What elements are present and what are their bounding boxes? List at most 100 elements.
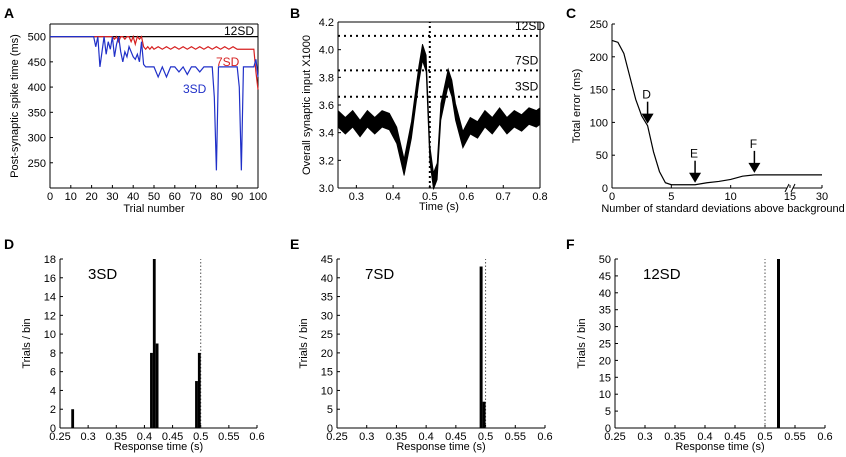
panel-c-axis-break — [784, 183, 790, 193]
panel-letter-a: A — [4, 5, 14, 21]
panel-e-ytick-label: 10 — [321, 385, 333, 397]
panel-b-xtick-label: 0.8 — [532, 191, 547, 203]
panel-a-xtick-label: 20 — [85, 191, 97, 203]
panel-letter-f: F — [566, 236, 575, 252]
panel-e-title: 7SD — [365, 266, 394, 283]
panel-f-xtick-label: 0.55 — [784, 431, 805, 443]
panel-f-bar — [777, 259, 780, 428]
panel-e-ytick-label: 15 — [321, 367, 333, 379]
panel-f-ytick-label: 50 — [599, 254, 611, 266]
panel-e-xtick-label: 0.25 — [326, 431, 347, 443]
panel-f-ytick-label: 25 — [599, 339, 611, 351]
panel-b-threshold-label-7sd: 7SD — [515, 53, 539, 67]
panel-a-series-3sd — [50, 36, 259, 171]
panel-d-bar — [155, 343, 159, 428]
panel-c-arrowhead-e — [689, 172, 702, 183]
panel-c-axis-break — [790, 183, 796, 193]
panel-c-arrow-label-f: F — [750, 137, 757, 151]
panel-c-arrowhead-f — [748, 162, 761, 173]
panel-b-xtick-label: 0.4 — [385, 191, 400, 203]
panel-d-title: 3SD — [88, 266, 117, 283]
panel-b-xlabel: Time (s) — [419, 201, 459, 213]
panel-d-ytick-label: 6 — [50, 367, 56, 379]
panel-d-xtick-label: 0.3 — [80, 431, 95, 443]
panel-e-ytick-label: 5 — [327, 404, 333, 416]
panel-d-bar — [197, 352, 201, 428]
panel-a-xtick-label: 80 — [210, 191, 222, 203]
panel-e-ytick-label: 40 — [321, 273, 333, 285]
panel-a-xtick-label: 40 — [127, 191, 139, 203]
panel-a-label-12sd: 12SD — [224, 24, 254, 38]
panel-f-ytick-label: 20 — [599, 355, 611, 367]
panel-e-xtick-label: 0.3 — [359, 431, 374, 443]
panel-c-ytick-label: 150 — [590, 85, 608, 97]
panel-c-arrow-label-d: D — [642, 88, 651, 102]
panel-a-ytick-label: 350 — [28, 107, 46, 119]
panel-d-xtick-label: 0.45 — [162, 431, 183, 443]
panel-f-ytick-label: 35 — [599, 305, 611, 317]
panel-c-ytick-label: 0 — [602, 183, 608, 195]
panel-f-xtick-label: 0.4 — [697, 431, 712, 443]
panel-c-arrowhead-d — [641, 113, 654, 124]
panel-b-ytick-label: 4.0 — [319, 45, 334, 57]
panel-e-ytick-label: 45 — [321, 254, 333, 266]
panel-f-ytick-label: 30 — [599, 322, 611, 334]
panel-e-ytick-label: 30 — [321, 310, 333, 322]
panel-b-ylabel: Overall synaptic input X1000 — [301, 35, 313, 175]
panel-a-ylabel: Post-synaptic spike time (ms) — [9, 34, 21, 178]
panel-e-xtick-label: 0.5 — [478, 431, 493, 443]
panel-e-xlabel: Response time (s) — [396, 441, 485, 453]
panel-c-xtick-label: 30 — [816, 191, 828, 203]
panel-d-ytick-label: 4 — [50, 385, 56, 397]
panel-d-bar — [71, 409, 75, 428]
panel-f-xtick-label: 0.35 — [664, 431, 685, 443]
panel-f-xtick-label: 0.6 — [817, 431, 832, 443]
panel-d-xtick-label: 0.55 — [218, 431, 239, 443]
panel-d-xlabel: Response time (s) — [114, 441, 203, 453]
panel-letter-e: E — [290, 236, 299, 252]
panel-a-xtick-label: 60 — [169, 191, 181, 203]
panel-b-threshold-label-12sd: 12SD — [515, 19, 545, 33]
panel-e-bar — [482, 401, 486, 428]
panel-b-xtick-label: 0.6 — [459, 191, 474, 203]
panel-a-ytick-label: 250 — [28, 158, 46, 170]
panel-e-ylabel: Trials / bin — [298, 318, 310, 368]
panel-c-ytick-label: 100 — [590, 117, 608, 129]
panel-e-chart: 0.25 0.3 0.35 0.4 0.45 0.5 0.55 0.6 0 5 10 15 20 25 30… — [298, 254, 553, 453]
panel-d-ytick-label: 16 — [44, 273, 56, 285]
panel-d-xtick-label: 0.25 — [49, 431, 70, 443]
panel-f-ylabel: Trials / bin — [576, 318, 588, 368]
panel-c-error-curve — [611, 39, 822, 186]
panel-e-ytick-label: 20 — [321, 348, 333, 360]
panel-a-series-7sd — [50, 34, 259, 90]
panel-d-bar — [150, 352, 153, 428]
panel-a-xtick-label: 70 — [189, 191, 201, 203]
panel-b-ytick-label: 3.8 — [319, 72, 334, 84]
panel-a-ytick-label: 450 — [28, 57, 46, 69]
panel-e-xtick-label: 0.35 — [386, 431, 407, 443]
panel-f-ytick-label: 15 — [599, 372, 611, 384]
panel-e-ytick-label: 35 — [321, 292, 333, 304]
panel-d-ytick-label: 0 — [50, 423, 56, 435]
panel-letter-b: B — [290, 5, 300, 21]
panel-b-threshold-label-3sd: 3SD — [515, 80, 539, 94]
panel-d-xtick-label: 0.6 — [249, 431, 264, 443]
panel-f-chart: 0.25 0.3 0.35 0.4 0.45 0.5 0.55 0.6 0 5 10 15 20 25 30… — [576, 254, 833, 453]
panel-d-xtick-label: 0.35 — [106, 431, 127, 443]
panel-letter-d: D — [4, 236, 14, 252]
panel-d-xtick-label: 0.5 — [193, 431, 208, 443]
panel-a-ytick-label: 300 — [28, 133, 46, 145]
panel-e-xtick-label: 0.4 — [418, 431, 433, 443]
panel-e-ytick-label: 25 — [321, 329, 333, 341]
panel-d-bar — [152, 259, 156, 428]
panel-a-xlabel: Trial number — [123, 203, 185, 215]
panel-d-chart: 0.25 0.3 0.35 0.4 0.45 0.5 0.55 0.6 0 2 4 6 8 10 12 14 1… — [21, 254, 265, 453]
panel-a-xtick-label: 30 — [106, 191, 118, 203]
panel-f-ytick-label: 10 — [599, 389, 611, 401]
panel-a-xtick-label: 0 — [47, 191, 53, 203]
panel-a-label-7sd: 7SD — [216, 55, 240, 69]
panel-b-ytick-label: 3.6 — [319, 100, 334, 112]
panel-a-xtick-label: 100 — [249, 191, 267, 203]
panel-d-ytick-label: 2 — [50, 404, 56, 416]
panel-f-xtick-label: 0.3 — [637, 431, 652, 443]
